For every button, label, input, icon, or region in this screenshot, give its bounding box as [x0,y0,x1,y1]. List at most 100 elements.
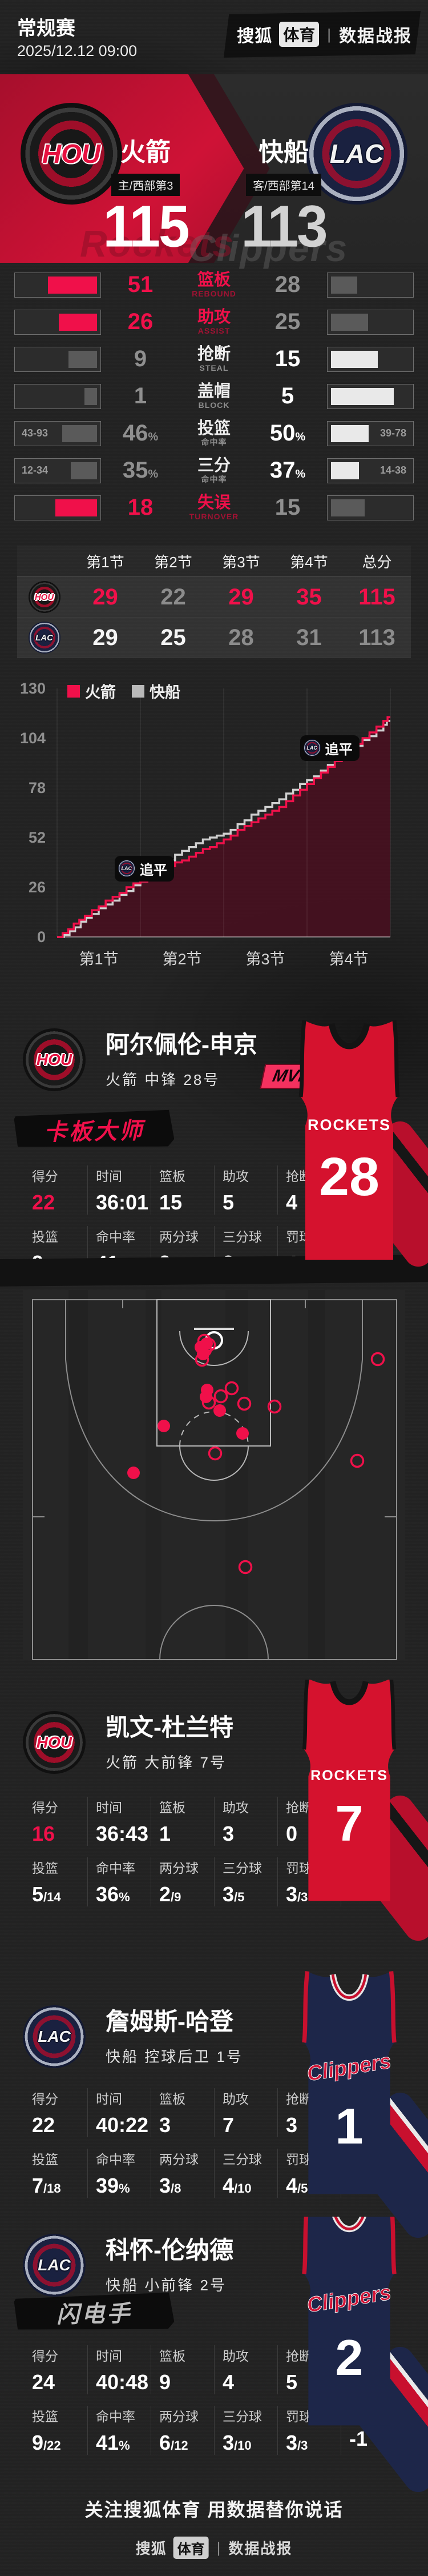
hou-q1: 29 [92,584,118,610]
away-team-block: 快船 客/西部第14 [227,131,341,196]
stat-cell: 抢断 0 [277,1797,341,1846]
clippers-jersey-graphic: Clippers 2 [289,2217,410,2431]
missed-shot-marker [213,1389,228,1404]
game-datetime: 2025/12.12 09:00 [17,42,138,59]
stat-value: 3/3 [286,2431,308,2454]
away-bar-fill [331,313,368,331]
stat-cell: 三分球 3/5 [214,1857,277,1906]
player-info: 快船 小前锋 2号 [106,2277,227,2294]
stat-cell: 两分球 3/8 [151,2149,214,2198]
hou-q3: 29 [228,584,254,610]
stat-cell: 得分 24 [24,2345,87,2394]
hou-total: 115 [358,584,395,610]
stat-label: 时间 [96,1169,122,1184]
jersey-number: 7 [335,1795,363,1852]
stat-cell: 助攻 4 [214,2345,277,2394]
quarter-table-header: 第1节 第2节 第3节 第4节 总分 [17,546,411,577]
player-info: 快船 控球后卫 1号 [106,2048,243,2065]
stat-cell: 时间 40:48 [87,2345,151,2394]
stat-label: 得分 [32,1169,58,1184]
stat-value: 3/10 [223,2431,252,2454]
stat-label: 得分 [32,2092,58,2106]
made-shot-marker [200,1337,213,1350]
stat-cell: 罚球 4/5 [277,2149,341,2198]
stat-label: 投篮 [32,2409,58,2424]
table-row-lac: LAC 29 25 28 31 113 [17,618,411,658]
rockets-jersey-graphic: ROCKETS 7 [289,1680,410,1906]
svg-text:第1节: 第1节 [79,951,118,968]
stat-value: 3/3 [286,1882,308,1906]
home-bar-fill [70,462,97,479]
stat-label: 篮板 [159,1169,185,1184]
stat-label-zh: 助攻 [197,307,231,326]
col-q4: 第4节 [290,553,328,571]
jersey-number: 1 [335,2098,363,2154]
home-stat-value: 9 [134,346,147,371]
stat-value: 4/5 [286,2174,308,2197]
stat-cell: 命中率 41% [87,2406,151,2455]
stat-cell: 三分球 4/10 [214,2149,277,2198]
col-q1: 第1节 [86,553,124,571]
stat-value: 41% [96,2431,130,2454]
away-stat-bar: 39-78 [327,420,414,446]
team-stats-comparison: 51 篮板 REBOUND 28 26 助攻 ASSIST 25 [0,263,428,535]
stat-value: 4/10 [223,2174,252,2197]
stat-cell: 篮板 15 [151,1165,214,1215]
stat-cell: 得分 22 [24,2088,87,2137]
made-shot-marker [127,1467,140,1479]
player-name: 阿尔佩伦-申京 [106,1031,257,1058]
stat-value: 0 [286,1822,298,1845]
away-stat-bar [327,495,414,520]
team-stat-row: 43-93 46% 投篮 命中率 50% 39-78 [0,415,428,452]
home-team-block: 火箭 主/西部第3 [88,131,203,196]
away-stat-value: 25 [274,309,301,334]
player-card-durant: HOU 凯文-杜兰特 火箭 大前锋 7号 ROCKETS 7 得分 16 时间 36:… [0,1680,428,1954]
stat-label: 三分球 [223,2409,262,2424]
away-team-name: 快船 [259,138,309,166]
stat-label: 篮板 REBOUND [180,271,248,298]
stat-label: 篮板 [159,2349,185,2363]
away-stat-value: 15 [274,495,301,520]
stat-label: 篮板 [159,2092,185,2106]
brand-sohu: 搜狐 [237,27,273,46]
hou-logo: HOU [23,1028,86,1091]
stat-label: 时间 [96,1800,122,1815]
stat-value: 4 [223,2370,235,2394]
col-q3: 第3节 [222,553,260,571]
stat-value: 3/8 [159,2174,181,2197]
svg-text:0: 0 [37,928,46,946]
away-stat-bar: 14-38 [327,458,414,483]
home-score: 115 [103,193,189,259]
stat-label: 时间 [96,2092,122,2106]
stat-value: 39% [96,2174,130,2197]
table-row-hou: HOU 29 22 29 35 115 [17,577,411,618]
missed-shot-marker [208,1446,223,1461]
home-bar-fill [58,313,97,331]
stat-label: 助攻 [223,2092,249,2106]
stat-value: 3 [223,1822,235,1845]
player-info: 火箭 大前锋 7号 [106,1754,227,1771]
header: 常规赛 2025/12.12 09:00 搜狐 体育 | 数据战报 [0,0,428,74]
stat-cell: 得分 16 [24,1797,87,1846]
stat-label: 投篮 [32,1229,58,1244]
away-bar-fill [331,350,378,368]
hou-q4: 35 [296,584,322,610]
away-stat-bar [327,272,414,298]
svg-text:第4节: 第4节 [329,951,368,968]
away-bar-fill [331,462,359,479]
home-bar-fill [48,276,97,294]
stat-cell: 时间 40:22 [87,2088,151,2137]
home-stat-bar [14,383,101,409]
stat-label-en: REBOUND [192,289,236,299]
stat-label: 抢断 [286,1800,312,1815]
home-stat-bar: 43-93 [14,420,101,446]
quarter-score-table: 第1节 第2节 第3节 第4节 总分 HOU 29 22 29 35 115 L… [17,546,411,658]
home-stat-bar [14,495,101,520]
hou-q2: 22 [160,584,186,610]
player-name: 詹姆斯-哈登 [106,2008,233,2035]
stat-label-en: TURNOVER [189,512,239,522]
stat-label: 时间 [96,2349,122,2363]
home-stat-bar [14,272,101,298]
col-total: 总分 [362,553,392,571]
